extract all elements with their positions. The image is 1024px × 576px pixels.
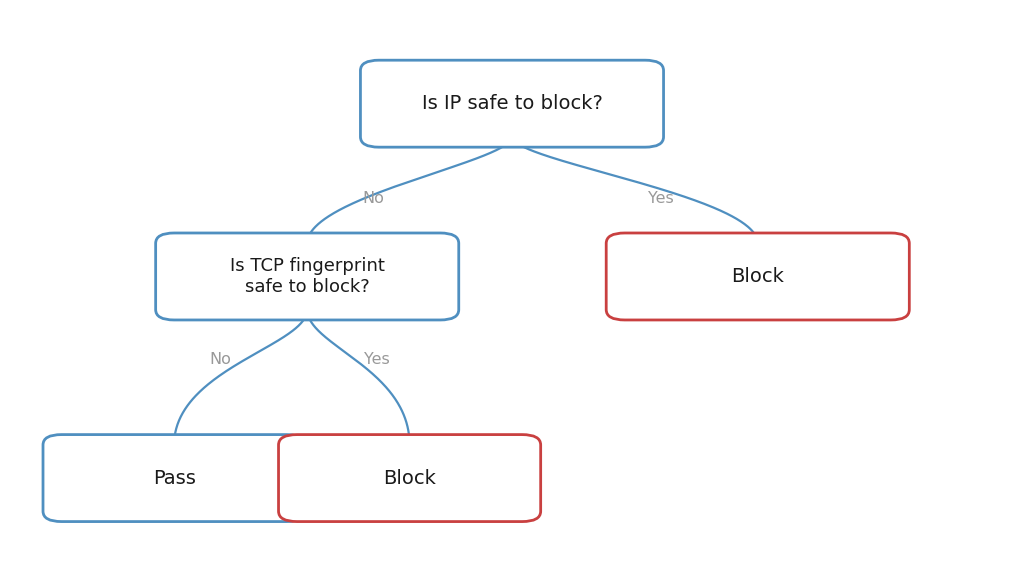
Text: Yes: Yes bbox=[647, 191, 674, 206]
Text: Is TCP fingerprint
safe to block?: Is TCP fingerprint safe to block? bbox=[229, 257, 385, 296]
FancyBboxPatch shape bbox=[606, 233, 909, 320]
FancyBboxPatch shape bbox=[43, 435, 305, 522]
Text: Block: Block bbox=[383, 469, 436, 487]
FancyBboxPatch shape bbox=[156, 233, 459, 320]
FancyBboxPatch shape bbox=[279, 435, 541, 522]
Text: Yes: Yes bbox=[364, 353, 390, 367]
Text: No: No bbox=[362, 191, 385, 206]
Text: Pass: Pass bbox=[153, 469, 196, 487]
Text: Is IP safe to block?: Is IP safe to block? bbox=[422, 94, 602, 113]
Text: Block: Block bbox=[731, 267, 784, 286]
FancyBboxPatch shape bbox=[360, 60, 664, 147]
Text: No: No bbox=[209, 353, 231, 367]
